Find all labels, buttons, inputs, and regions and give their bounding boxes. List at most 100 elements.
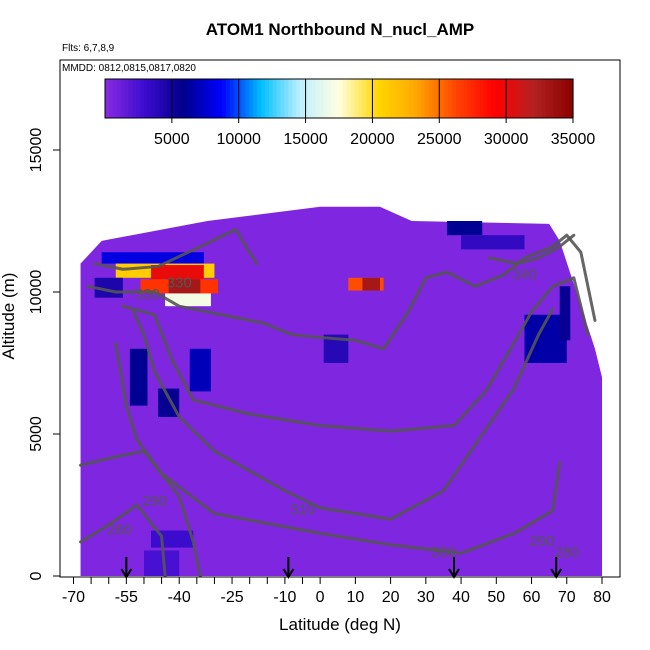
contour-label: 290 <box>142 493 167 510</box>
colorbar-swatch <box>401 79 406 118</box>
colorbar-swatch <box>249 79 254 118</box>
colorbar-swatch <box>198 79 204 118</box>
colorbar-swatch <box>155 79 161 118</box>
y-tick-label: 5000 <box>28 416 45 452</box>
colorbar-swatch <box>526 79 531 118</box>
colorbar-swatch <box>569 79 574 118</box>
colorbar-swatch <box>487 79 492 118</box>
colorbar-swatch <box>144 79 149 118</box>
colorbar-swatch <box>253 79 258 118</box>
x-tick-label: 10 <box>346 589 364 606</box>
colorbar-swatch <box>479 79 484 118</box>
colorbar-swatch <box>214 79 219 118</box>
colorbar-swatch <box>381 79 387 118</box>
contour-label: 340 <box>512 266 537 283</box>
x-tick-label: -10 <box>273 589 296 606</box>
colorbar-swatch <box>264 79 270 118</box>
colorbar-swatch <box>495 79 500 118</box>
colorbar-swatch <box>112 79 118 118</box>
colorbar-swatch <box>276 79 282 118</box>
y-tick-label: 0 <box>28 571 45 580</box>
contour-label: 330 <box>135 286 160 303</box>
colorbar-swatch <box>417 79 422 118</box>
colorbar-swatch <box>233 79 239 118</box>
colorbar-tick-label: 10000 <box>216 131 261 148</box>
colorbar-swatch <box>561 79 566 118</box>
colorbar-swatch <box>456 79 461 118</box>
colorbar-swatch <box>424 79 430 118</box>
colorbar-swatch <box>537 79 543 118</box>
colorbar-swatch <box>413 79 418 118</box>
colorbar-swatch <box>506 79 512 118</box>
colorbar-swatch <box>444 79 449 118</box>
colorbar-swatch <box>171 79 176 118</box>
colorbar-swatch <box>339 79 344 118</box>
colorbar-swatch <box>284 79 289 118</box>
heatmap-layer <box>80 206 602 577</box>
plot-frame <box>59 59 621 578</box>
colorbar-swatch <box>175 79 180 118</box>
colorbar-swatch <box>534 79 539 118</box>
colorbar-swatch <box>147 79 153 118</box>
heatmap-cell <box>143 550 180 576</box>
colorbar-swatch <box>385 79 391 118</box>
y-tick-label: 10000 <box>28 270 45 315</box>
colorbar-swatch <box>510 79 516 118</box>
colorbar-swatch <box>245 79 250 118</box>
contour-label: 280 <box>107 522 132 539</box>
colorbar-swatch <box>186 79 192 118</box>
x-tick-label: -55 <box>115 589 138 606</box>
colorbar-swatch <box>116 79 122 118</box>
flights-label: Flts: 6,7,8,9 <box>62 43 115 54</box>
chart-title: ATOM1 Northbound N_nucl_AMP <box>206 20 475 39</box>
colorbar-swatch <box>553 79 558 118</box>
colorbar-frame <box>104 78 574 119</box>
colorbar-swatch <box>514 79 519 118</box>
contour-label: 290 <box>530 533 555 550</box>
colorbar-swatch <box>483 79 488 118</box>
colorbar-swatch <box>346 79 352 118</box>
colorbar-swatch <box>136 79 141 118</box>
colorbar-swatch <box>463 79 469 118</box>
colorbar-swatch <box>225 79 231 118</box>
colorbar-tick-label: 5000 <box>154 131 190 148</box>
colorbar-swatch <box>467 79 473 118</box>
heatmap-cell <box>362 277 381 291</box>
colorbar-swatch <box>378 79 383 118</box>
colorbar-swatch <box>389 79 395 118</box>
colorbar-swatch <box>296 79 301 118</box>
colorbar-swatch <box>350 79 356 118</box>
colorbar-swatch <box>502 79 508 118</box>
colorbar-swatch <box>565 79 570 118</box>
colorbar-swatch <box>428 79 434 118</box>
colorbar-swatch <box>354 79 360 118</box>
colorbar-swatch <box>108 79 114 118</box>
x-tick-label: 20 <box>382 589 400 606</box>
colorbar-swatch <box>405 79 410 118</box>
contour-line-340 <box>487 233 576 266</box>
x-tick-label: 0 <box>316 589 325 606</box>
colorbar-swatch <box>393 79 399 118</box>
x-axis-label: Latitude (deg N) <box>279 615 401 634</box>
colorbar-swatch <box>237 79 243 118</box>
colorbar-swatch <box>549 79 555 118</box>
colorbar-swatch <box>323 79 328 118</box>
colorbar-swatch <box>530 79 535 118</box>
heatmap-cell <box>446 221 483 236</box>
contour-label: 330 <box>167 274 192 291</box>
x-axis: -70 -55 -40 -25 -10 0 10 20 30 40 50 60 70 80 <box>62 577 611 606</box>
colorbar-swatch <box>342 79 348 118</box>
colorbar-swatch <box>202 79 207 118</box>
colorbar-swatch <box>128 79 133 118</box>
colorbar-swatch <box>218 79 223 118</box>
colorbar-swatch <box>179 79 184 118</box>
heatmap-cell <box>151 265 204 280</box>
y-axis-label: Altitude (m) <box>0 273 18 360</box>
colorbar-swatch <box>366 79 371 118</box>
colorbar-swatch <box>420 79 426 118</box>
colorbar-swatch <box>475 79 480 118</box>
colorbar-swatch <box>167 79 172 118</box>
colorbar-swatch <box>397 79 402 118</box>
colorbar-swatch <box>105 79 110 118</box>
